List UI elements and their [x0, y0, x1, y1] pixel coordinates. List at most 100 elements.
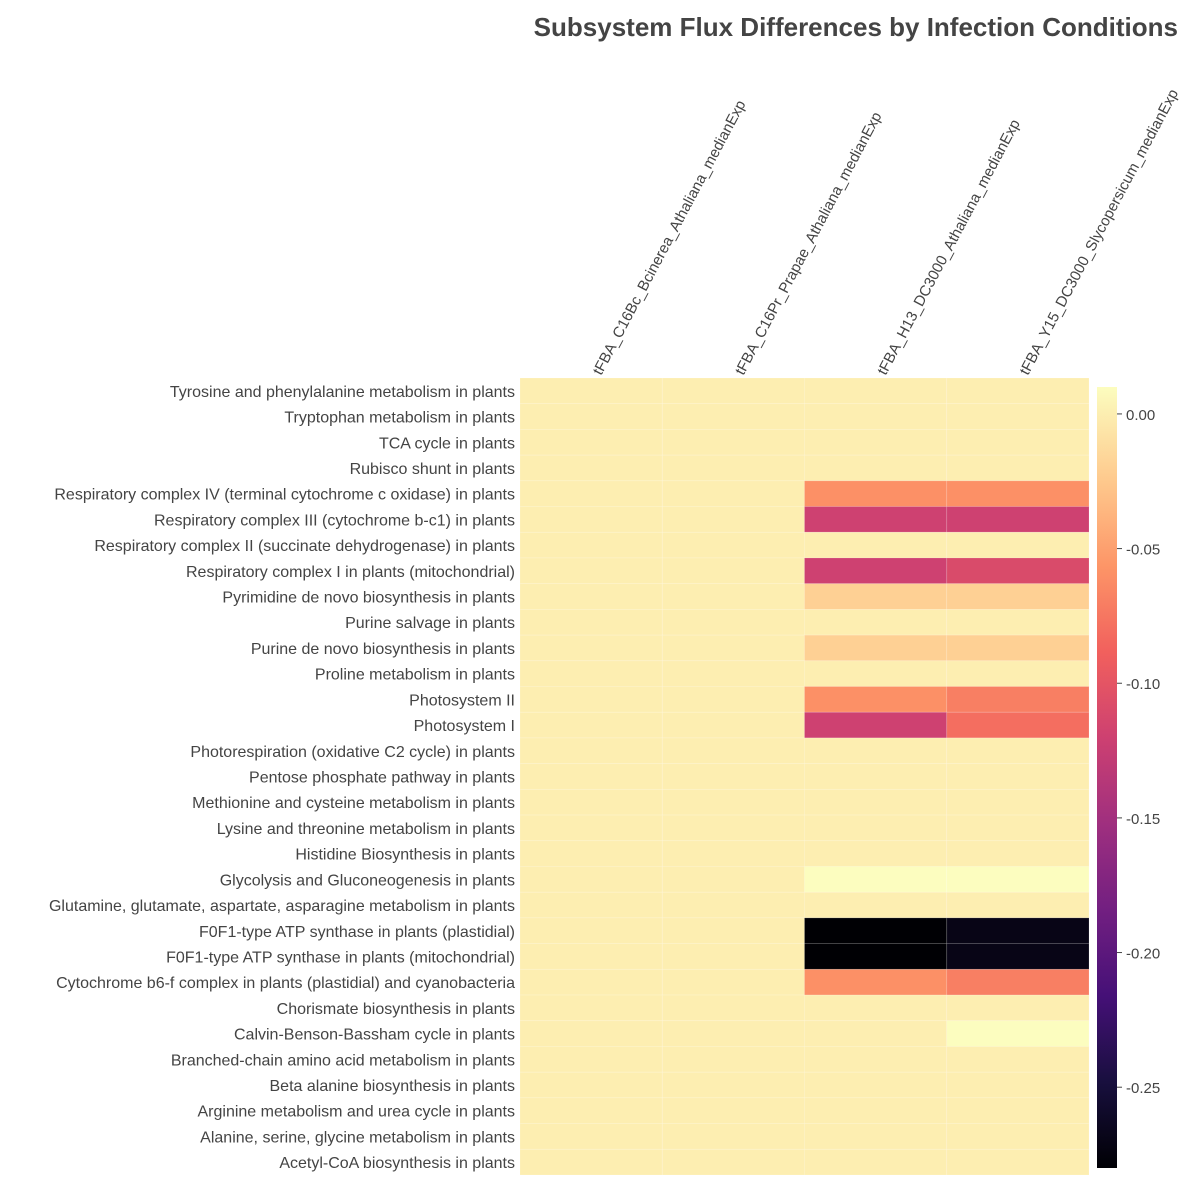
row-label: Branched-chain amino acid metabolism in … [171, 1052, 515, 1069]
heatmap-cell [804, 1071, 948, 1099]
row-label: Calvin-Benson-Bassham cycle in plants [234, 1027, 515, 1044]
heatmap-cell [661, 1020, 805, 1047]
heatmap-cell [946, 454, 1090, 482]
heatmap-cell [519, 943, 663, 970]
heatmap-cell [519, 403, 663, 430]
heatmap-cell [661, 480, 805, 507]
row-label: Alanine, serine, glycine metabolism in p… [200, 1129, 515, 1146]
row-label: Acetyl-CoA biosynthesis in plants [279, 1155, 515, 1172]
heatmap-cell [661, 994, 805, 1022]
heatmap-cell [661, 403, 805, 430]
heatmap-cell [804, 994, 948, 1022]
heatmap-cell [804, 403, 948, 430]
heatmap-cell [946, 531, 1090, 559]
heatmap-cell [946, 763, 1090, 790]
heatmap-cell [661, 1097, 805, 1124]
heatmap-cell [946, 480, 1090, 507]
colorbar-tick-label: -0.20 [1126, 946, 1160, 963]
heatmap-cell [946, 1097, 1090, 1124]
column-label: tFBA_C16Pr_Prapae_Athaliana_medianExp [732, 109, 886, 378]
heatmap-cell [804, 634, 948, 662]
column-labels: tFBA_C16Bc_Bcinerea_Athaliana_medianExpt… [590, 86, 1182, 377]
row-label: Cytochrome b6-f complex in plants (plast… [56, 975, 515, 992]
heatmap-cell [804, 557, 948, 585]
row-label: Photosystem I [414, 718, 515, 735]
row-label: Purine salvage in plants [345, 615, 515, 632]
heatmap-cell [804, 968, 948, 996]
heatmap-cell [519, 711, 663, 739]
heatmap-cell [661, 1046, 805, 1073]
heatmap-cell [519, 866, 663, 893]
heatmap-cell [946, 917, 1090, 945]
heatmap-cell [519, 1123, 663, 1150]
row-label: Glycolysis and Gluconeogenesis in plants [220, 872, 515, 889]
heatmap-cell [946, 1020, 1090, 1047]
heatmap-cell [804, 866, 948, 893]
colorbar-tick-label: -0.05 [1126, 542, 1160, 559]
heatmap-cell [946, 866, 1090, 893]
row-label: Tyrosine and phenylalanine metabolism in… [170, 384, 515, 401]
heatmap-cell [946, 634, 1090, 662]
heatmap-cell [519, 891, 663, 919]
colorbar-gradient [1097, 387, 1117, 1168]
heatmap-cell [804, 737, 948, 765]
heatmap-cell [946, 608, 1090, 636]
heatmap-cell [946, 403, 1090, 430]
heatmap-cell [804, 377, 948, 405]
heatmap-cell [519, 429, 663, 456]
row-label: Respiratory complex IV (terminal cytochr… [54, 487, 515, 504]
heatmap-cell [661, 891, 805, 919]
heatmap-cell [661, 686, 805, 713]
heatmap-cell [804, 686, 948, 713]
row-label: Rubisco shunt in plants [350, 461, 515, 478]
heatmap-cell [804, 917, 948, 945]
row-label: Arginine metabolism and urea cycle in pl… [198, 1104, 516, 1121]
row-label: Respiratory complex II (succinate dehydr… [94, 538, 515, 555]
row-label: Respiratory complex I in plants (mitocho… [186, 564, 515, 581]
heatmap-cell [946, 814, 1090, 842]
heatmap-cell [804, 583, 948, 610]
heatmap-cell [946, 737, 1090, 765]
colorbar-tick-label: -0.15 [1126, 811, 1160, 828]
heatmap-cell [804, 891, 948, 919]
heatmap-cell [519, 634, 663, 662]
heatmap-cell [946, 943, 1090, 970]
row-label: Methionine and cysteine metabolism in pl… [192, 795, 515, 812]
heatmap-cell [661, 506, 805, 533]
heatmap-cell [661, 968, 805, 996]
heatmap-cell [661, 660, 805, 687]
heatmap-cell [946, 994, 1090, 1022]
heatmap-cell [519, 506, 663, 533]
heatmap-cell [946, 686, 1090, 713]
heatmap-cell [804, 788, 948, 816]
heatmap-cell [804, 531, 948, 559]
row-label: Tryptophan metabolism in plants [284, 410, 515, 427]
heatmap-cell [946, 377, 1090, 405]
heatmap-cell [519, 1148, 663, 1176]
heatmap-cell [519, 814, 663, 842]
heatmap-cell [661, 788, 805, 816]
row-label: Purine de novo biosynthesis in plants [251, 641, 515, 658]
heatmap-cell [804, 1046, 948, 1073]
heatmap-cell [519, 1071, 663, 1099]
heatmap-cell [519, 608, 663, 636]
heatmap-cell [661, 866, 805, 893]
heatmap-cell [519, 480, 663, 507]
heatmap-cell [804, 1020, 948, 1047]
column-label: tFBA_H13_DC3000_Athaliana_medianExp [874, 117, 1024, 378]
row-label: F0F1-type ATP synthase in plants (plasti… [199, 924, 515, 941]
colorbar-tick-label: 0.00 [1126, 407, 1155, 424]
heatmap-cell [519, 583, 663, 610]
heatmap-cell [804, 943, 948, 970]
heatmap-cell [804, 1148, 948, 1176]
heatmap-cell [661, 583, 805, 610]
heatmap-cell [661, 943, 805, 970]
row-label: TCA cycle in plants [379, 435, 515, 452]
heatmap-cell [946, 891, 1090, 919]
heatmap-cell [661, 917, 805, 945]
heatmap-cell [804, 660, 948, 687]
heatmap-cell [661, 377, 805, 405]
heatmap-cell [661, 429, 805, 456]
heatmap-cell [804, 480, 948, 507]
heatmap-cell [661, 1123, 805, 1150]
